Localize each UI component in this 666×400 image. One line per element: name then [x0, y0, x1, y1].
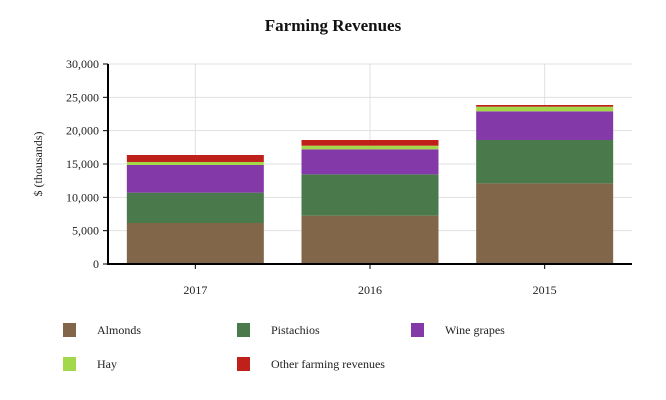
- bar-segment-wine-grapes: [301, 149, 439, 175]
- legend-swatch: [237, 357, 250, 371]
- legend-swatch: [237, 323, 250, 337]
- bar-segment-other-farming-revenues: [476, 105, 614, 107]
- x-tick-label: 2016: [358, 283, 382, 297]
- y-tick-label: 10,000: [66, 190, 99, 204]
- chart-plot: 0 5,000 10,000 15,000 20,000 25,000 30,000 2017…: [31, 57, 632, 297]
- bar-segment-hay: [476, 106, 614, 112]
- chart-title: Farming Revenues: [264, 16, 402, 35]
- bar-segment-other-farming-revenues: [301, 140, 439, 146]
- legend-label: Hay: [97, 357, 117, 371]
- y-tick-label: 5,000: [72, 224, 99, 238]
- bar-segment-other-farming-revenues: [126, 155, 264, 162]
- legend-label: Pistachios: [271, 323, 320, 337]
- legend-label: Wine grapes: [445, 323, 505, 337]
- y-tick-label: 30,000: [66, 57, 99, 71]
- x-tick-label: 2015: [533, 283, 557, 297]
- legend-label: Almonds: [97, 323, 142, 337]
- legend-swatch: [63, 357, 76, 371]
- x-tick-label: 2017: [183, 283, 207, 297]
- y-tick-label: 0: [93, 257, 99, 271]
- y-tick-label: 20,000: [66, 124, 99, 138]
- legend-swatch: [411, 323, 424, 337]
- y-tick-label: 15,000: [66, 157, 99, 171]
- bar-segment-hay: [126, 162, 264, 165]
- bar-segment-pistachios: [301, 174, 439, 216]
- legend-label: Other farming revenues: [271, 357, 385, 371]
- bar-segment-wine-grapes: [126, 165, 264, 193]
- bar-segment-almonds: [476, 183, 614, 264]
- bar-segment-hay: [301, 145, 439, 150]
- bar-segment-wine-grapes: [476, 111, 614, 140]
- bar-segment-pistachios: [126, 192, 264, 223]
- y-tick-label: 25,000: [66, 90, 99, 104]
- bar-segment-almonds: [301, 215, 439, 264]
- legend-swatch: [63, 323, 76, 337]
- y-axis-label: $ (thousands): [31, 132, 45, 197]
- bar-segment-almonds: [126, 223, 264, 264]
- bar-segment-pistachios: [476, 140, 614, 184]
